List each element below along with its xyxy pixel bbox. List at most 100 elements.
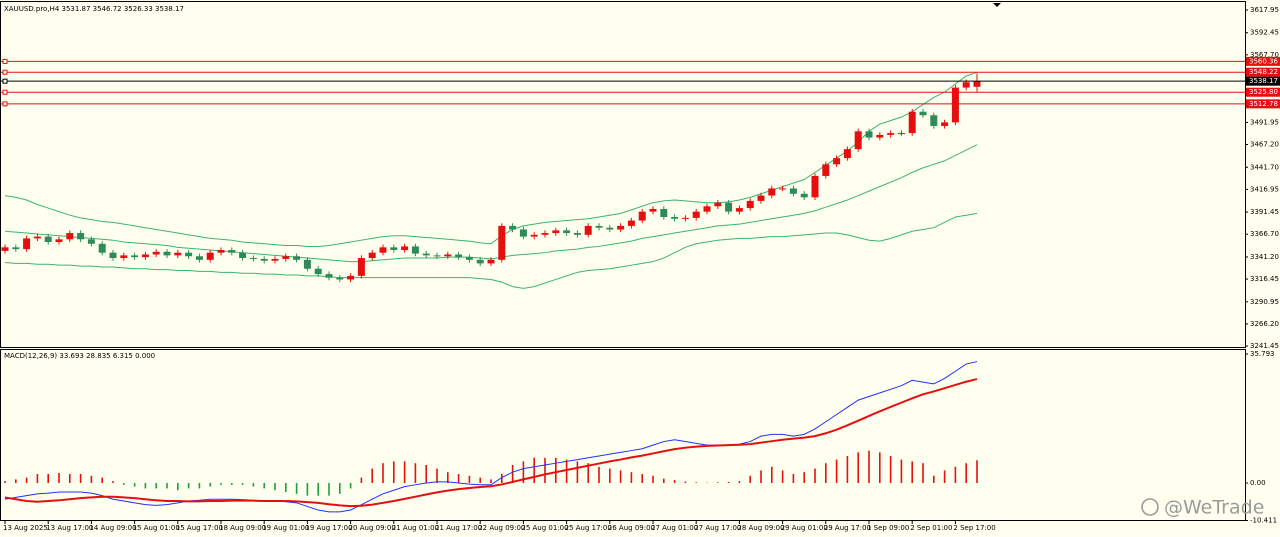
candle-body [627, 220, 635, 226]
level-handle [2, 58, 8, 64]
x-tick-label: 27 Aug 01:00 [651, 524, 698, 532]
candle-body [573, 233, 581, 235]
candle-body [779, 188, 787, 190]
candle-body [357, 258, 365, 276]
x-tick-label: 20 Aug 09:00 [349, 524, 396, 532]
x-tick-label: 21 Aug 17:00 [435, 524, 482, 532]
candle-body [12, 247, 20, 250]
candle-body [465, 257, 473, 260]
price-panel-frame [0, 1, 1246, 348]
y-tick-label: 35.793 [1250, 350, 1275, 358]
candle-body [433, 255, 441, 257]
candle-body [606, 227, 614, 230]
candle-body [228, 250, 236, 253]
candle-body [66, 233, 74, 240]
x-tick-label: 13 Aug 2025 [3, 524, 48, 532]
x-tick-label: 18 Aug 09:00 [219, 524, 266, 532]
x-tick-label: 15 Aug 17:00 [176, 524, 223, 532]
candle-body [476, 259, 484, 264]
candle-body [23, 238, 31, 250]
candle-body [595, 225, 603, 228]
candle-body [174, 252, 182, 256]
candle-body [552, 230, 560, 234]
y-tick-label: 3441.70 [1250, 163, 1279, 171]
shift-marker [993, 3, 1001, 7]
candle-body [768, 188, 776, 196]
candle-body [735, 208, 743, 212]
candle-body [33, 236, 41, 239]
level-handle [2, 69, 8, 75]
x-tick-label: 1 Sep 09:00 [867, 524, 909, 532]
candle-body [519, 229, 527, 237]
y-tick-label: 3491.95 [1250, 118, 1279, 126]
watermark-text: @WeTrade [1164, 497, 1264, 519]
candle-body [282, 256, 290, 259]
y-tick-label: 3391.45 [1250, 208, 1279, 216]
level-handle [2, 78, 8, 84]
candle-body [941, 122, 949, 126]
x-tick-label: 2 Sep 17:00 [953, 524, 995, 532]
level-tag [1246, 76, 1280, 86]
level-label: 3548.22 [1249, 68, 1278, 76]
y-tick-label: 3617.95 [1250, 6, 1279, 14]
candle-body [109, 252, 117, 259]
candle-body [293, 256, 301, 260]
candle-body [368, 252, 376, 259]
candle-body [725, 202, 733, 212]
candle-body [757, 195, 765, 201]
candle-body [239, 252, 247, 259]
level-tag [1246, 87, 1280, 97]
candle-body [692, 211, 700, 218]
candle-body [141, 254, 149, 258]
x-tick-label: 26 Aug 09:00 [608, 524, 655, 532]
x-tick-label: 14 Aug 09:00 [89, 524, 136, 532]
candle-body [206, 252, 214, 260]
candle-body [908, 111, 916, 134]
candle-body [260, 258, 268, 261]
candle-body [887, 133, 895, 135]
candle-body [411, 246, 419, 254]
candle-body [271, 258, 279, 261]
y-tick-label: 3241.45 [1250, 342, 1279, 350]
price-title: XAUUSD.pro,H4 3531.87 3546.72 3526.33 35… [4, 5, 184, 13]
candle-body [314, 268, 322, 275]
x-tick-label: 29 Aug 17:00 [824, 524, 871, 532]
level-tag [1246, 99, 1280, 109]
candle-body [681, 217, 689, 219]
candle-body [930, 115, 938, 126]
candle-body [876, 134, 884, 138]
candle-body [703, 206, 711, 212]
y-tick-label: 3341.20 [1250, 253, 1279, 261]
y-tick-label: 0.00 [1250, 479, 1266, 487]
y-tick-label: 3266.20 [1250, 320, 1279, 328]
candle-body [249, 258, 257, 260]
candle-body [163, 251, 171, 256]
candle-body [962, 82, 970, 88]
candle-body [487, 259, 495, 264]
y-tick-label: 3316.45 [1250, 275, 1279, 283]
level-tag [1246, 56, 1280, 66]
candle-body [455, 254, 463, 258]
candle-body [444, 254, 452, 257]
x-tick-label: 25 Aug 17:00 [565, 524, 612, 532]
x-tick-label: 28 Aug 09:00 [737, 524, 784, 532]
bollinger-band [4, 71, 978, 247]
level-tag [1246, 67, 1280, 77]
candle-body [379, 247, 387, 253]
x-tick-label: 13 Aug 17:00 [46, 524, 93, 532]
x-tick-label: 25 Aug 01:00 [521, 524, 568, 532]
candle-body [865, 131, 873, 138]
candle-body [660, 208, 668, 217]
candle-body [584, 225, 592, 235]
candle-body [98, 243, 106, 253]
watermark-logo [1141, 498, 1159, 516]
x-tick-label: 29 Aug 01:00 [781, 524, 828, 532]
candle-body [800, 193, 808, 198]
candle-body [530, 234, 538, 237]
level-handle [2, 101, 8, 107]
candle-body [973, 81, 981, 87]
x-tick-label: 19 Aug 17:00 [305, 524, 352, 532]
candle-body [897, 133, 905, 135]
